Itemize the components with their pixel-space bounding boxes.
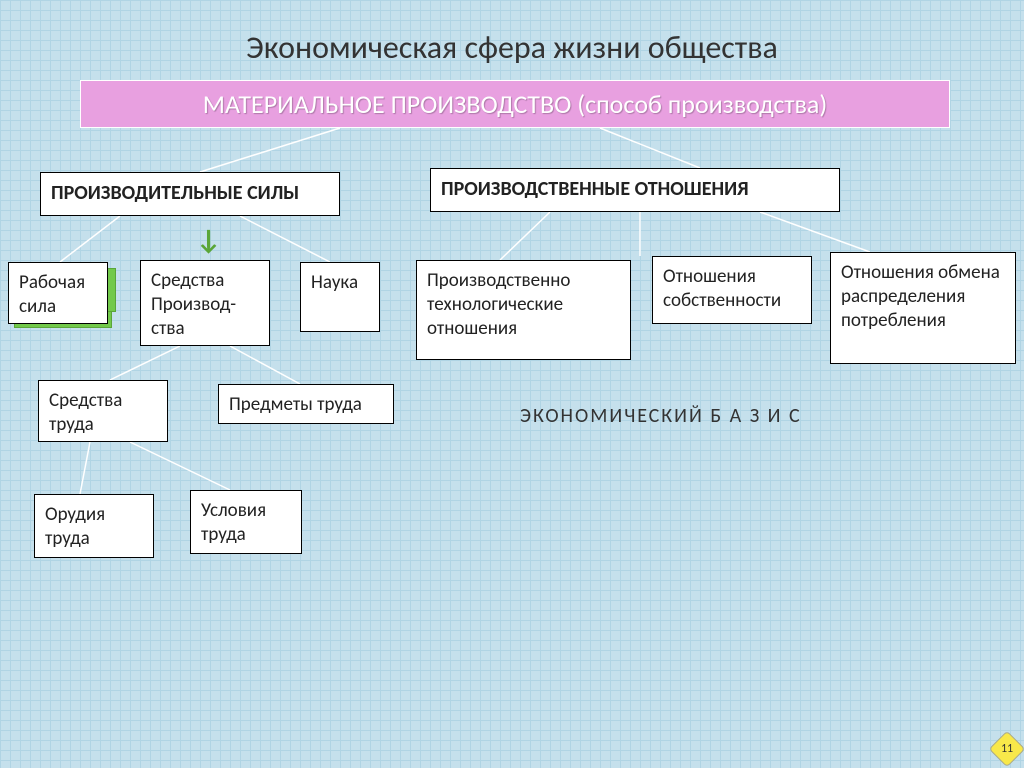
economic-basis-label: ЭКОНОМИЧЕСКИЙ Б А З И С (520, 404, 802, 428)
box-exchange-relations: Отношения обмена распределения потреблен… (830, 252, 1016, 364)
box-science: Наука (300, 262, 380, 332)
box-tech-relations: Производственно технологические отношени… (416, 260, 631, 360)
box-means-production: Средства Производ-ства (140, 260, 270, 346)
box-tools: Орудия труда (34, 494, 154, 558)
box-means-labor: Средства труда (38, 380, 168, 442)
page-number: 11 (1001, 742, 1013, 756)
heading-production-relations: ПРОИЗВОДСТВЕННЫЕ ОТНОШЕНИЯ (430, 168, 840, 212)
down-arrow-icon: ↓ (196, 222, 221, 257)
box-objects-labor: Предметы труда (218, 384, 394, 424)
box-conditions: Условия труда (190, 490, 302, 554)
heading-productive-forces: ПРОИЗВОДИТЕЛЬНЫЕ СИЛЫ (40, 172, 340, 216)
banner-material-production: МАТЕРИАЛЬНОЕ ПРОИЗВОДСТВО (способ произв… (80, 80, 950, 128)
box-ownership-relations: Отношения собственности (652, 256, 812, 324)
box-workforce: Рабочая сила (8, 262, 108, 324)
page-title: Экономическая сфера жизни общества (0, 28, 1024, 67)
